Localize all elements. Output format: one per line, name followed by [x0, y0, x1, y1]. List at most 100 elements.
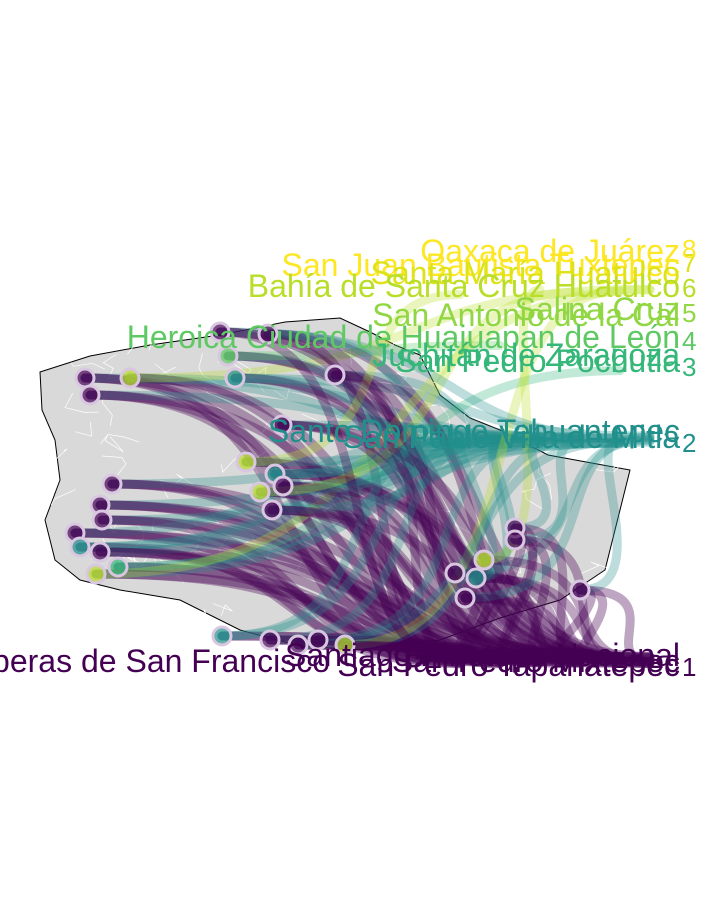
flow-line [85, 390, 545, 666]
origin-point [307, 629, 329, 651]
municipal-border [208, 508, 221, 524]
flow-line [330, 370, 585, 668]
flow-line [340, 286, 625, 650]
municipal-border [189, 522, 210, 553]
place-label-oaxaca: Oaxaca de Juárez [420, 233, 680, 269]
municipal-border [409, 476, 426, 503]
municipal-border [169, 473, 195, 488]
flow-line [450, 435, 655, 578]
municipal-border [407, 428, 424, 444]
flow-line [113, 562, 505, 664]
flow-line [215, 327, 465, 667]
municipal-border [289, 353, 327, 365]
flow-line [313, 635, 505, 662]
flow-line [95, 547, 505, 663]
flow-line [293, 640, 655, 668]
flow-line [267, 432, 585, 515]
municipal-border [566, 342, 582, 354]
municipal-border [296, 556, 307, 575]
municipal-border [568, 440, 576, 452]
municipal-border [177, 556, 196, 570]
municipal-border [339, 348, 353, 365]
flow-line [460, 593, 585, 662]
municipal-border [234, 363, 265, 392]
municipal-border [250, 571, 268, 588]
municipal-border [533, 530, 546, 547]
municipal-border [251, 534, 272, 560]
origin-point [69, 536, 91, 558]
flow-line [510, 439, 551, 533]
flow-line [471, 573, 625, 663]
flow-line [265, 435, 505, 645]
municipal-border [354, 507, 378, 536]
flow-line [75, 433, 545, 552]
rank-label-6: 6 [682, 273, 696, 303]
rank-label-5: 5 [682, 298, 696, 328]
municipal-border [350, 475, 367, 504]
flow-line [97, 515, 465, 666]
flow-line [91, 285, 655, 579]
flow-line [80, 373, 545, 442]
place-label-santa-maria: Santa María Huatulco [371, 255, 681, 291]
municipal-border [75, 421, 92, 437]
flow-line [223, 351, 465, 447]
municipal-border [544, 382, 564, 407]
municipal-border [273, 381, 290, 400]
flow-line [265, 635, 545, 665]
rank-label-7: 7 [682, 248, 696, 278]
flow-line [125, 373, 545, 668]
flow-line [230, 373, 625, 663]
flow-line [460, 593, 625, 662]
flow-line [70, 528, 505, 667]
origin-point [444, 562, 466, 584]
flow-lines [70, 284, 655, 669]
municipal-border [128, 524, 145, 555]
flow-line [241, 290, 465, 467]
flow-line [479, 555, 655, 667]
flow-line [80, 373, 585, 665]
municipal-border [302, 412, 342, 425]
flow-line [510, 523, 585, 665]
flow-line [70, 528, 655, 662]
flow-line [479, 439, 517, 565]
flow-line [70, 528, 625, 667]
place-label-rank1-b: Santiago Pinotepa Nacional [285, 637, 680, 673]
flow-line [255, 487, 465, 661]
flow-line [113, 562, 545, 665]
flow-line [85, 390, 585, 442]
municipal-border [101, 389, 113, 426]
rank-label-8: 8 [682, 234, 696, 264]
flow-line [75, 542, 465, 664]
origin-point [271, 414, 293, 436]
municipal-border [202, 387, 220, 402]
municipal-border [148, 323, 155, 351]
flow-line [293, 640, 545, 666]
municipal-border [537, 466, 552, 500]
flow-line [494, 523, 538, 663]
rank-label-3: 3 [682, 352, 696, 382]
municipal-border [420, 403, 451, 427]
place-label-san-juan: San Juan Bautista Tuxtepec [282, 247, 680, 283]
flow-line [510, 535, 625, 665]
flow-line [223, 340, 505, 361]
flow-line [278, 481, 545, 663]
origin-point [89, 541, 111, 563]
origin-points [64, 321, 591, 656]
flow-line [223, 351, 625, 663]
flow-line [471, 573, 655, 668]
flow-line [97, 515, 585, 666]
flow-line [91, 438, 625, 579]
municipal-border [393, 608, 426, 619]
municipal-border [344, 382, 390, 385]
municipal-border [289, 583, 309, 593]
municipal-border [464, 408, 471, 426]
rank-label-1: 1 [682, 652, 696, 682]
origin-point [272, 475, 294, 497]
municipal-border [374, 561, 394, 578]
municipal-border [522, 472, 551, 492]
flow-line [263, 329, 465, 662]
flow-line [330, 370, 545, 441]
municipal-border [595, 457, 628, 473]
flow-line [455, 555, 504, 668]
